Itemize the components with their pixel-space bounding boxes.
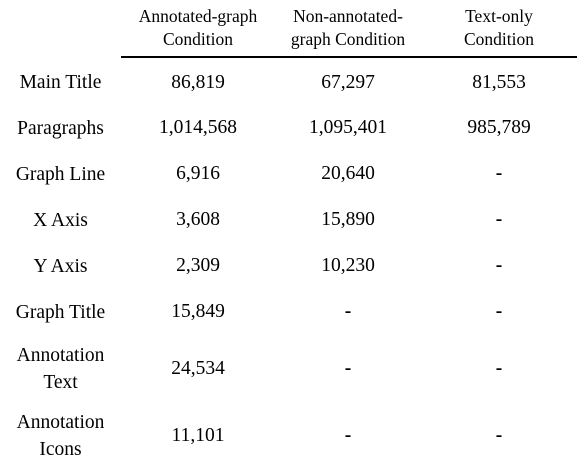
row-label-text: X Axis	[33, 209, 88, 231]
table-row: Paragraphs 1,014,568 1,095,401 985,789	[0, 105, 577, 151]
row-label-text: Paragraphs	[17, 117, 104, 139]
header-stub-cell	[0, 0, 121, 57]
table-cell-empty: -	[495, 424, 503, 446]
row-label-text: Text	[43, 371, 78, 393]
row-label-text: Main Title	[19, 71, 102, 93]
table-cell-empty: -	[495, 163, 503, 184]
table-cell: 15,849	[171, 301, 225, 322]
table-header-row: Annotated-graph Condition Non-annotated-…	[0, 0, 577, 58]
table-row: Graph Title 15,849 - -	[0, 289, 577, 335]
table-cell-empty: -	[495, 255, 503, 276]
table-cell: 67,297	[321, 71, 375, 93]
table-cell: 6,916	[176, 163, 220, 184]
table-row: Main Title 86,819 67,297 81,553	[0, 57, 577, 105]
table-cell-empty: -	[344, 357, 352, 379]
table-row: Y Axis 2,309 10,230 -	[0, 243, 577, 289]
column-header-line1: Annotated-graph	[138, 6, 258, 26]
row-label: Graph Title	[0, 289, 121, 335]
table-cell-empty: -	[495, 357, 503, 379]
row-label: Y Axis	[0, 243, 121, 289]
row-label-text: Annotation	[16, 344, 105, 366]
table-row: Graph Line 6,916 20,640 -	[0, 151, 577, 197]
column-header-non-annotated-graph: Non-annotated- graph Condition	[275, 0, 421, 58]
table-cell: 985,789	[467, 117, 531, 138]
column-header-line1: Non-annotated-	[293, 6, 403, 26]
table-cell: 1,095,401	[309, 117, 387, 138]
column-header-line1: Text-only	[465, 6, 533, 26]
row-label-text: Y Axis	[33, 255, 88, 277]
row-label: X Axis	[0, 197, 121, 243]
row-label: Annotation Icons	[0, 402, 121, 469]
table-row: Annotation Text 24,534 - -	[0, 335, 577, 402]
table-cell: 81,553	[472, 71, 526, 93]
row-label-text: Annotation	[16, 411, 105, 433]
row-label: Graph Line	[0, 151, 121, 197]
table-cell-empty: -	[495, 209, 503, 230]
table-cell: 20,640	[321, 163, 375, 184]
table-cell: 24,534	[171, 357, 225, 379]
column-header-annotated-graph: Annotated-graph Condition	[121, 0, 275, 58]
table-cell: 10,230	[321, 255, 375, 276]
table-cell: 1,014,568	[159, 117, 237, 138]
row-label: Paragraphs	[0, 105, 121, 151]
row-label: Main Title	[0, 57, 121, 105]
row-label: Annotation Text	[0, 335, 121, 402]
table-cell: 15,890	[321, 209, 375, 230]
table-cell-empty: -	[344, 424, 352, 446]
table-cell: 2,309	[176, 255, 220, 276]
row-label-text: Graph Title	[15, 301, 106, 323]
column-header-line2: Condition	[463, 29, 534, 49]
table-cell-empty: -	[495, 301, 503, 322]
table-cell: 11,101	[171, 424, 225, 446]
table-cell: 86,819	[171, 71, 225, 93]
column-header-line2: Condition	[162, 29, 233, 49]
column-header-text-only: Text-only Condition	[421, 0, 577, 58]
table-row: Annotation Icons 11,101 - -	[0, 402, 577, 469]
table-cell: 3,608	[176, 209, 220, 230]
column-header-line2: graph Condition	[290, 29, 406, 49]
table-cell-empty: -	[344, 301, 352, 322]
row-label-text: Icons	[39, 438, 82, 460]
row-label-text: Graph Line	[15, 163, 106, 185]
table-row: X Axis 3,608 15,890 -	[0, 197, 577, 243]
